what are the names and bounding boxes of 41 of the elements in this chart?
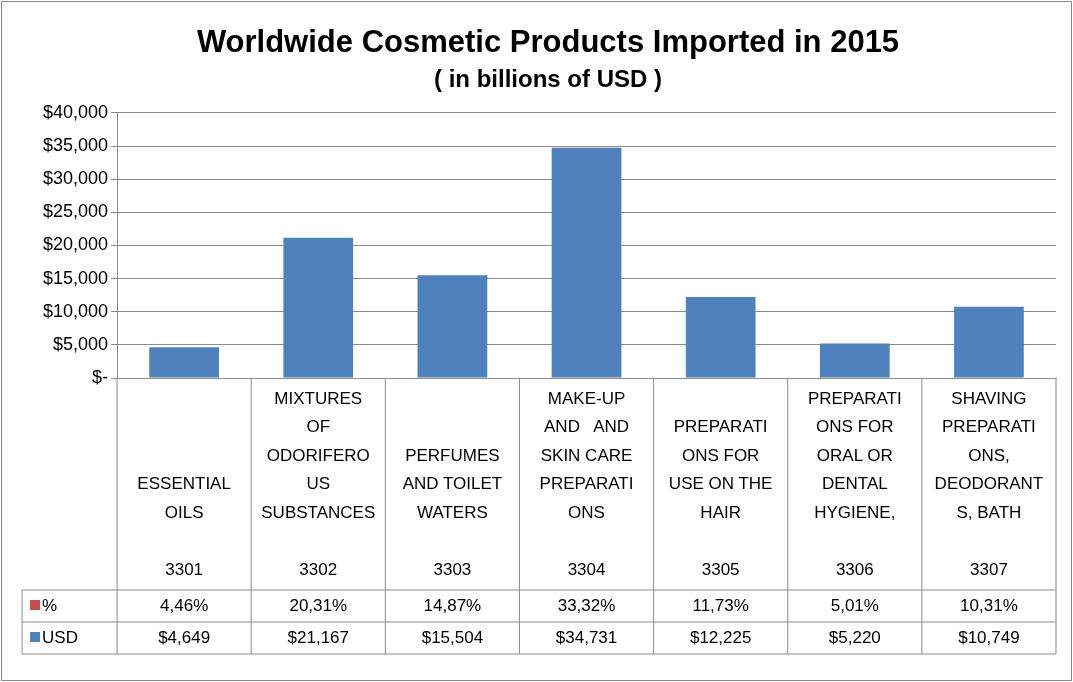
- data-label: $34,731: [555, 627, 618, 647]
- category-label: MAKE-UP AND AND SKIN CARE PREPARATIONS 3304: [539, 388, 634, 579]
- chart-subtitle: ( in billions of USD ): [434, 65, 662, 93]
- data-label: 5,01%: [830, 595, 879, 615]
- legend-label: %: [42, 595, 58, 615]
- category-label: ESSENTIAL OILS 3301: [137, 474, 231, 579]
- category-label: MIXTURES OF ODORIFEROUS SUBSTANCES 3302: [261, 388, 376, 579]
- legend-label: USD: [42, 627, 78, 647]
- data-label: $4,649: [158, 627, 211, 647]
- y-tick-label: $35,000: [42, 135, 109, 156]
- data-label: $15,504: [421, 627, 484, 647]
- bar: [283, 237, 354, 378]
- data-label: $21,167: [287, 627, 349, 647]
- bar: [819, 343, 890, 378]
- bar: [551, 147, 622, 378]
- y-tick-label: $5,000: [53, 333, 109, 354]
- bar: [417, 275, 488, 378]
- category-label: PERFUMES AND TOILET WATERS 3303: [402, 445, 503, 579]
- chart-title: Worldwide Cosmetic Products Imported in 2015: [196, 24, 900, 60]
- data-label: $10,749: [958, 627, 1020, 647]
- bar: [685, 297, 756, 378]
- y-tick-label: $40,000: [42, 101, 109, 122]
- data-label: 20,31%: [289, 595, 348, 615]
- category-label: PREPARATIONS FOR ORAL OR DENTAL HYGIENE, 3306: [807, 388, 902, 579]
- y-tick-label: $-: [92, 366, 109, 387]
- y-tick-label: $25,000: [42, 201, 109, 222]
- data-label: 10,31%: [960, 595, 1018, 615]
- y-tick-label: $10,000: [42, 300, 109, 321]
- data-label: 4,46%: [160, 595, 209, 615]
- data-label: 33,32%: [557, 595, 616, 615]
- y-tick-label: $30,000: [42, 168, 109, 189]
- y-tick-label: $15,000: [42, 267, 109, 288]
- bar: [954, 306, 1024, 378]
- bar: [149, 347, 220, 378]
- category-label: PREPARATIONS FOR USE ON THE HAIR 3305: [668, 417, 773, 579]
- category-label: SHAVING PREPARATIONS, DEODORANTS, BATH 3307: [934, 388, 1044, 579]
- data-label: 11,73%: [692, 595, 749, 615]
- data-label: $5,220: [828, 627, 881, 647]
- y-tick-label: $20,000: [42, 234, 109, 255]
- data-label: 14,87%: [423, 595, 482, 615]
- data-label: $12,225: [689, 627, 752, 647]
